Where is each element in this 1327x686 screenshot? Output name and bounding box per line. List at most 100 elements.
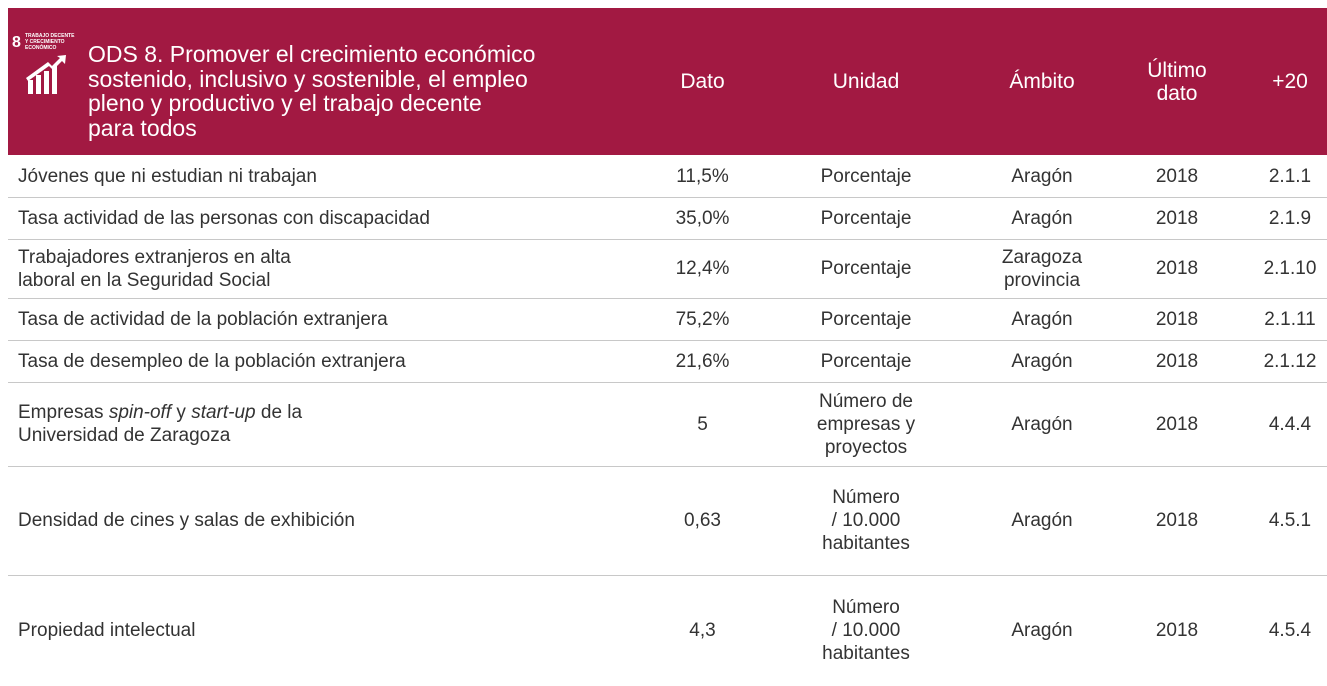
unit-line: / 10.000 (831, 620, 901, 641)
year-cell: 2018 (1120, 382, 1234, 466)
year-cell: 2018 (1120, 466, 1234, 575)
unit-cell: Porcentaje (790, 155, 942, 197)
year: 2018 (1155, 207, 1199, 229)
year-cell: 2018 (1120, 575, 1234, 686)
ref-cell: 4.5.1 (1245, 466, 1327, 575)
indicator-text: Universidad de Zaragoza (18, 425, 231, 446)
indicator-cell: Trabajadores extranjeros en alta laboral … (18, 239, 618, 298)
ref-cell: 2.1.11 (1245, 298, 1327, 340)
row-rule (8, 298, 1327, 299)
indicator-text: de la (255, 402, 303, 423)
icon-label: Y CRECIMIENTO (25, 39, 65, 45)
unit-line: Porcentaje (820, 258, 912, 279)
value-cell: 12,4% (630, 239, 775, 298)
ref-cell: 4.5.4 (1245, 575, 1327, 686)
indicator-text: Empresas (18, 402, 109, 423)
ref: 2.1.10 (1263, 258, 1317, 279)
row-rule (8, 382, 1327, 383)
scope-cell: Aragón (960, 155, 1124, 197)
column-header: Unidad (790, 8, 942, 155)
unit-line: Número de (819, 390, 913, 412)
indicator-line: laboral en la Seguridad Social (18, 269, 270, 292)
column-header: +20 (1245, 8, 1327, 155)
indicator-line: Tasa actividad de las personas con disca… (18, 207, 430, 230)
indicator-line: Tasa de desempleo de la población extran… (18, 350, 406, 373)
scope-cell: Aragón (960, 340, 1124, 382)
year: 2018 (1155, 620, 1199, 641)
scope-line: Aragón (1011, 350, 1073, 372)
indicator-cell: Tasa actividad de las personas con disca… (18, 197, 618, 239)
title-line: ODS 8. Promover el crecimiento económico (88, 41, 536, 67)
value-cell: 5 (630, 382, 775, 466)
unit-line: Número (832, 487, 900, 508)
value: 11,5% (676, 165, 729, 187)
unit-line: / 10.000 (831, 510, 901, 531)
header-band (8, 8, 1327, 155)
indicator-line: Empresas spin-off y start-up de la (18, 401, 302, 424)
unit-cell: Porcentaje (790, 239, 942, 298)
year-cell: 2018 (1120, 340, 1234, 382)
value-cell: 11,5% (630, 155, 775, 197)
indicator-line: Propiedad intelectual (18, 619, 195, 642)
value-cell: 75,2% (630, 298, 775, 340)
value: 4,3 (689, 620, 716, 641)
unit-cell: Porcentaje (790, 197, 942, 239)
column-header: Último dato (1120, 8, 1234, 155)
row-rule (8, 466, 1327, 467)
scope-cell: Zaragoza provincia (960, 239, 1124, 298)
unit-cell: Número/ 10.000 habitantes (790, 575, 942, 686)
unit-line: Porcentaje (820, 207, 912, 229)
indicator-line: Tasa de actividad de la población extran… (18, 308, 388, 331)
year-cell: 2018 (1120, 155, 1234, 197)
value: 75,2% (675, 308, 730, 330)
year: 2018 (1155, 413, 1199, 435)
indicator-line: Universidad de Zaragoza (18, 424, 230, 447)
scope-cell: Aragón (960, 575, 1124, 686)
scope-cell: Aragón (960, 382, 1124, 466)
header-title: ODS 8. Promover el crecimiento económico… (88, 31, 648, 151)
icon-number: 8 (12, 34, 21, 51)
year-cell: 2018 (1120, 298, 1234, 340)
indicator-text: Trabajadores extranjeros en alta (18, 246, 291, 268)
title-line: para todos (88, 114, 197, 141)
column-header-line: Dato (680, 70, 725, 93)
unit-line: Porcentaje (820, 165, 912, 187)
indicator-text: start-up (191, 402, 256, 423)
ref: 2.1.12 (1263, 350, 1317, 372)
unit-line: habitantes (822, 533, 910, 554)
value: 5 (697, 413, 708, 435)
scope-line: Zaragoza (1001, 246, 1083, 268)
column-header-line: Unidad (832, 70, 900, 93)
scope-cell: Aragón (960, 466, 1124, 575)
ref-cell: 2.1.12 (1245, 340, 1327, 382)
scope-line: Aragón (1011, 308, 1073, 330)
indicator-cell: Tasa de actividad de la población extran… (18, 298, 618, 340)
ref: 4.5.4 (1268, 620, 1312, 641)
value: 35,0% (675, 207, 730, 229)
ref: 2.1.1 (1268, 165, 1312, 187)
unit-cell: Porcentaje (790, 340, 942, 382)
row-rule (8, 340, 1327, 341)
scope-line: provincia (1003, 269, 1081, 291)
unit-line: Número (832, 597, 900, 618)
unit-line: Porcentaje (820, 308, 912, 330)
row-rule (8, 575, 1327, 576)
value-cell: 35,0% (630, 197, 775, 239)
column-header-line: +20 (1272, 70, 1308, 93)
icon-label: ECONÓMICO (25, 43, 57, 51)
scope-line: Aragón (1011, 413, 1073, 435)
value-cell: 21,6% (630, 340, 775, 382)
year: 2018 (1155, 350, 1199, 372)
scope-line: Aragón (1011, 207, 1073, 229)
value: 0,63 (684, 510, 721, 531)
title-line: pleno y productivo y el trabajo decente (88, 90, 482, 116)
column-header: Dato (630, 8, 775, 155)
column-header: Ámbito (960, 8, 1124, 155)
scope-cell: Aragón (960, 298, 1124, 340)
year: 2018 (1155, 258, 1199, 279)
row-rule (8, 197, 1327, 198)
indicator-text: y (171, 402, 192, 423)
icon-label: TRABAJO DECENTE (25, 33, 75, 39)
year: 2018 (1155, 510, 1199, 531)
